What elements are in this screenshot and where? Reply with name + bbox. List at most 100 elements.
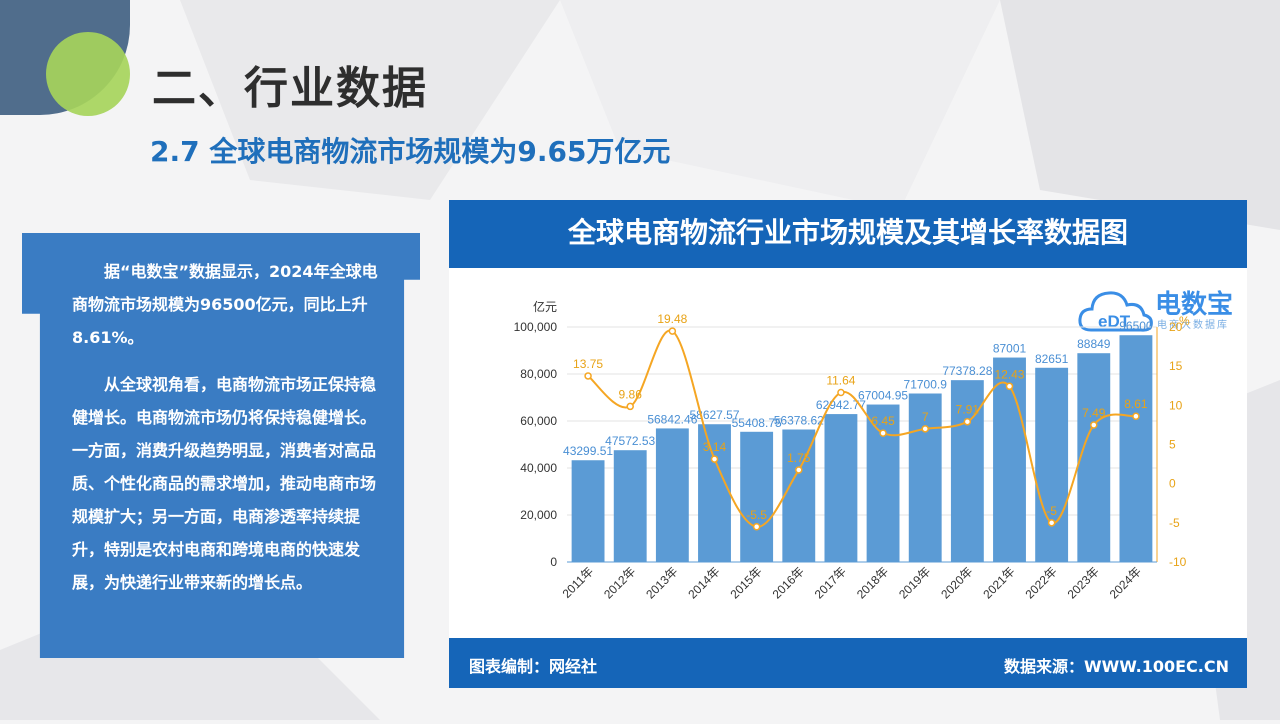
line-point: [1047, 519, 1056, 527]
bar: [824, 414, 858, 562]
bar-data-label: 67004.95: [858, 389, 908, 403]
logo-icon-text: eDT: [1098, 312, 1131, 331]
y-left-tick-label: 0: [550, 555, 557, 569]
chart-footer: 图表编制：网经社 数据来源：WWW.100EC.CN: [449, 638, 1247, 688]
y-left-unit: 亿元: [533, 299, 557, 314]
line-data-label: 9.86: [619, 387, 643, 401]
y-axis-left: 0 20,000 40,000 60,000 80,000 100,000 亿元: [514, 299, 558, 569]
x-tick-label: 2011年: [560, 564, 597, 601]
line-point: [584, 372, 592, 380]
line-data-label: 19.48: [657, 312, 687, 326]
bar: [1035, 367, 1069, 562]
bar: [740, 431, 774, 562]
bar-data-labels: 43299.5147572.5356842.4658627.5755408.75…: [563, 319, 1153, 458]
line-data-label: 6.45: [871, 414, 895, 428]
line-point: [710, 455, 719, 463]
x-tick-label: 2022年: [1022, 564, 1059, 601]
line-data-label: 3.14: [703, 440, 727, 454]
x-tick-label: 2017年: [812, 564, 849, 601]
chart-header: 全球电商物流行业市场规模及其增长率数据图: [449, 200, 1247, 268]
decor-circle-green: [46, 32, 130, 116]
y-right-tick-label: 10: [1169, 398, 1183, 412]
bar: [908, 393, 942, 562]
bar: [866, 404, 900, 562]
paragraph-2: 从全球视角看，电商物流市场正保持稳健增长。电商物流市场仍将保持稳健增长。一方面，…: [72, 375, 377, 592]
line-data-label: -5: [1046, 504, 1057, 518]
x-tick-label: 2023年: [1065, 564, 1102, 601]
y-right-tick-label: -10: [1169, 555, 1187, 569]
line-data-label: 7.49: [1082, 406, 1106, 420]
x-tick-label: 2016年: [770, 564, 807, 601]
y-left-tick-label: 80,000: [520, 367, 557, 381]
line-data-label: 12.43: [994, 367, 1024, 381]
bar-data-label: 56378.62: [774, 414, 824, 428]
footer-compiler: 图表编制：网经社: [469, 657, 598, 676]
line-point: [626, 402, 634, 411]
x-tick-label: 2015年: [727, 564, 764, 601]
line-point: [1132, 412, 1140, 420]
chart-frame: 全球电商物流行业市场规模及其增长率数据图 eDT 电数宝 电商大数据库 4329…: [449, 200, 1247, 688]
chart-grid: [567, 326, 1157, 563]
y-right-unit: %: [1179, 314, 1190, 328]
line-point: [1090, 421, 1098, 429]
x-tick-label: 2024年: [1107, 564, 1144, 601]
bar-data-label: 77378.28: [942, 364, 992, 378]
line-point: [752, 523, 761, 531]
line-data-labels: 13.75 9.86 19.48 3.14 -5.5 1.75 11.64 6.45 7 7.91…: [573, 312, 1148, 522]
y-right-tick-label: 15: [1169, 359, 1183, 373]
bar-data-label: 55408.75: [732, 416, 782, 430]
line-point: [1005, 382, 1014, 391]
bar-data-label: 88849: [1077, 337, 1111, 351]
x-tick-label: 2019年: [896, 564, 933, 601]
y-left-tick-label: 100,000: [514, 320, 558, 334]
logo-subtext: 电商大数据库: [1157, 320, 1229, 331]
bar-series: [571, 335, 1153, 562]
line-data-label: 13.75: [573, 357, 603, 371]
line-point: [795, 466, 803, 474]
cloud-logo-icon: eDT: [1078, 291, 1153, 332]
line-data-label: 8.61: [1124, 397, 1148, 411]
y-right-tick-label: -5: [1169, 516, 1180, 530]
x-tick-label: 2014年: [685, 564, 722, 601]
y-right-tick-label: 5: [1169, 438, 1176, 452]
x-axis: 2011年 2012年 2013年 2014年 2015年 2016年 2017年 2018年…: [560, 561, 1157, 601]
bar-data-label: 71700.9: [904, 378, 948, 392]
line-data-label: 11.64: [826, 373, 855, 387]
line-point: [837, 388, 845, 397]
page-title: 二、行业数据: [152, 63, 428, 114]
line-series: [584, 327, 1140, 531]
line-point: [668, 327, 677, 335]
line-data-label: 7.91: [956, 403, 980, 417]
combo-chart: 43299.5147572.5356842.4658627.5755408.75…: [514, 299, 1190, 601]
bar: [993, 357, 1026, 562]
logo-brand: 电数宝: [1155, 290, 1234, 320]
bar-data-label: 82651: [1035, 352, 1069, 366]
y-right-tick-label: 0: [1169, 477, 1176, 491]
bar: [571, 460, 605, 562]
x-tick-label: 2012年: [601, 564, 638, 601]
paragraph-1: 据“电数宝”数据显示，2024年全球电商物流市场规模为96500亿元，同比上升8…: [72, 262, 378, 347]
bar: [698, 424, 731, 562]
y-left-tick-label: 20,000: [520, 508, 557, 522]
bar-data-label: 87001: [993, 342, 1027, 356]
line-point: [963, 417, 972, 426]
text-panel: 据“电数宝”数据显示，2024年全球电商物流市场规模为96500亿元，同比上升8…: [22, 233, 420, 658]
line-point: [879, 429, 887, 437]
footer-source: 数据来源：WWW.100EC.CN: [1003, 657, 1229, 676]
text-panel-content: 据“电数宝”数据显示，2024年全球电商物流市场规模为96500亿元，同比上升8…: [72, 255, 382, 613]
line-data-label: -5.5: [746, 508, 767, 522]
bar-data-label: 56842.46: [647, 412, 697, 426]
x-tick-label: 2020年: [938, 564, 975, 601]
line-point: [921, 425, 929, 433]
x-tick-label: 2013年: [643, 564, 680, 601]
page-subtitle: 2.7 全球电商物流市场规模为9.65万亿元: [150, 135, 671, 168]
y-left-tick-label: 40,000: [520, 461, 557, 475]
y-left-tick-label: 60,000: [520, 414, 557, 428]
x-tick-label: 2021年: [980, 564, 1017, 601]
bar: [655, 428, 689, 562]
bar: [613, 450, 647, 562]
line-data-label: 7: [922, 410, 929, 424]
bar: [1119, 335, 1153, 562]
y-right-tick-label: 20: [1169, 320, 1183, 334]
